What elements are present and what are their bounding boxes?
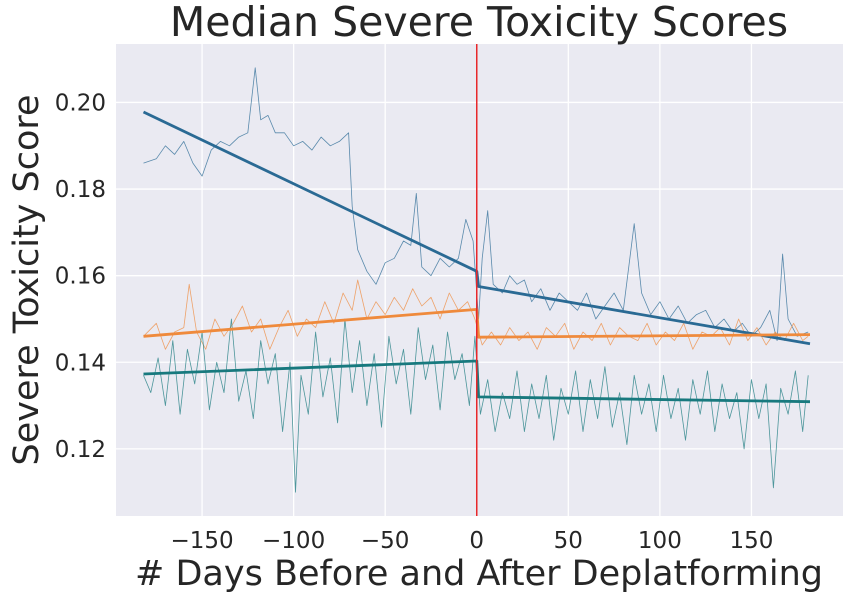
x-tick-label: −100 xyxy=(262,528,325,554)
x-axis-title: # Days Before and After Deplatforming xyxy=(135,554,823,594)
trend-line-2 xyxy=(143,307,811,339)
chart-title: Median Severe Toxicity Scores xyxy=(170,0,788,46)
x-tick-labels: −150 −100 −50 0 50 100 150 xyxy=(170,528,773,554)
x-tick-label: −50 xyxy=(361,528,410,554)
plot-background xyxy=(116,44,843,516)
y-tick-labels: 0.12 0.14 0.16 0.18 0.20 xyxy=(55,90,106,462)
x-tick-label: −150 xyxy=(170,528,233,554)
x-tick-label: 100 xyxy=(638,528,682,554)
y-tick-label: 0.18 xyxy=(55,177,106,203)
raw-series-line-3 xyxy=(143,318,809,493)
x-tick-label: 150 xyxy=(729,528,773,554)
y-tick-label: 0.12 xyxy=(55,437,106,463)
x-tick-label: 50 xyxy=(554,528,583,554)
trend-line-3 xyxy=(143,359,811,404)
y-tick-label: 0.14 xyxy=(55,350,106,376)
raw-series-line-1 xyxy=(143,67,809,342)
trend-lines xyxy=(142,110,811,404)
y-axis-title: Severe Toxicity Score xyxy=(7,94,47,465)
y-tick-label: 0.16 xyxy=(55,264,106,290)
grid-lines xyxy=(116,44,843,516)
trend-line-1 xyxy=(142,110,811,346)
y-tick-label: 0.20 xyxy=(55,90,106,116)
x-tick-label: 0 xyxy=(469,528,484,554)
